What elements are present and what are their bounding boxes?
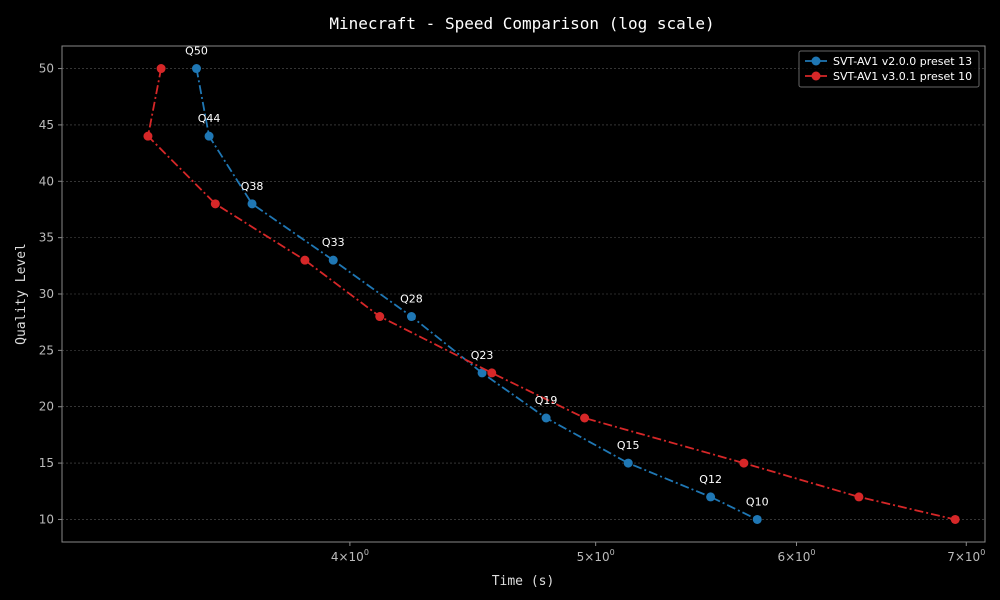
data-point bbox=[191, 64, 201, 74]
point-label: Q23 bbox=[471, 349, 494, 362]
data-point bbox=[406, 312, 416, 322]
legend-marker bbox=[811, 71, 821, 81]
point-label: Q12 bbox=[699, 473, 722, 486]
point-label: Q44 bbox=[198, 112, 221, 125]
x-tick-label: 6×100 bbox=[777, 548, 815, 564]
x-tick-label: 4×100 bbox=[331, 548, 369, 564]
point-label: Q28 bbox=[400, 293, 423, 306]
y-tick-label: 50 bbox=[39, 62, 54, 76]
series-line-2 bbox=[147, 68, 956, 521]
point-labels: Q50 Q44 Q38 Q33 Q28 Q23 Q19 Q15 Q12 Q10 bbox=[185, 45, 768, 509]
data-point bbox=[375, 312, 385, 322]
data-point bbox=[487, 368, 497, 378]
grid-lines bbox=[62, 68, 985, 520]
point-label: Q15 bbox=[617, 439, 640, 452]
data-point bbox=[143, 131, 153, 141]
data-point bbox=[623, 458, 633, 468]
data-point bbox=[210, 199, 220, 209]
y-tick-label: 20 bbox=[39, 400, 54, 414]
y-axis-label: Quality Level bbox=[14, 243, 29, 345]
y-tick-label: 45 bbox=[39, 118, 54, 132]
y-tick-label: 30 bbox=[39, 287, 54, 301]
y-tick-label: 25 bbox=[39, 343, 54, 357]
y-tick-label: 15 bbox=[39, 456, 54, 470]
y-axis-ticks: 10 15 20 25 30 35 40 45 50 bbox=[39, 62, 62, 526]
series-layer bbox=[143, 64, 960, 524]
legend-box bbox=[798, 50, 980, 88]
data-point bbox=[477, 368, 487, 378]
data-point bbox=[328, 255, 338, 265]
legend-label: SVT-AV1 v3.0.1 preset 10 bbox=[833, 70, 972, 83]
series-line-1 bbox=[195, 68, 758, 521]
point-label: Q38 bbox=[241, 180, 264, 193]
data-point bbox=[156, 64, 166, 74]
data-point bbox=[300, 255, 310, 265]
x-tick-label: 5×100 bbox=[577, 548, 615, 564]
point-label: Q33 bbox=[322, 236, 345, 249]
data-point bbox=[706, 492, 716, 502]
legend-label: SVT-AV1 v2.0.0 preset 13 bbox=[833, 55, 972, 68]
point-label: Q10 bbox=[746, 495, 769, 508]
data-point bbox=[752, 514, 762, 524]
x-tick-label: 7×100 bbox=[947, 548, 985, 564]
point-label: Q50 bbox=[185, 45, 208, 58]
point-label: Q19 bbox=[535, 394, 558, 407]
chart-legend: SVT-AV1 v2.0.0 preset 13 SVT-AV1 v3.0.1 p… bbox=[798, 50, 980, 88]
data-point bbox=[204, 131, 214, 141]
x-axis-label: Time (s) bbox=[492, 574, 555, 589]
data-point bbox=[854, 492, 864, 502]
data-point bbox=[247, 199, 257, 209]
data-point bbox=[580, 413, 590, 423]
data-point bbox=[541, 413, 551, 423]
y-tick-label: 10 bbox=[39, 512, 54, 526]
data-point bbox=[739, 458, 749, 468]
legend-marker bbox=[811, 56, 821, 66]
y-tick-label: 35 bbox=[39, 231, 54, 245]
x-axis-ticks: 4×100 5×100 6×100 7×100 bbox=[331, 542, 985, 564]
y-tick-label: 40 bbox=[39, 174, 54, 188]
data-point bbox=[950, 514, 960, 524]
chart-title: Minecraft - Speed Comparison (log scale) bbox=[329, 14, 714, 33]
